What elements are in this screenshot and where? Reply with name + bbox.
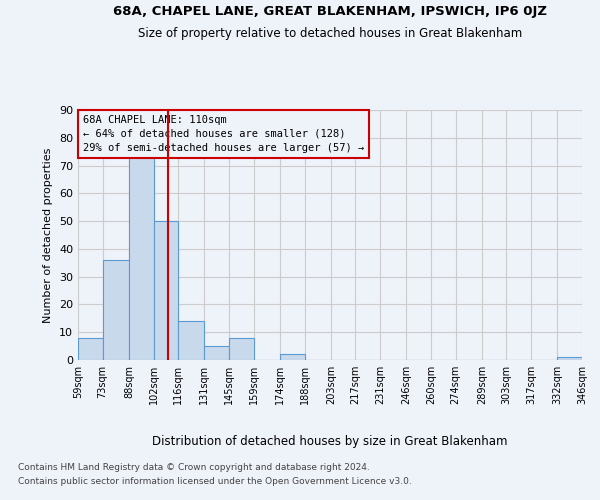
Text: Contains public sector information licensed under the Open Government Licence v3: Contains public sector information licen… — [18, 477, 412, 486]
Bar — [154, 221, 178, 360]
Bar — [280, 354, 305, 360]
Text: 68A, CHAPEL LANE, GREAT BLAKENHAM, IPSWICH, IP6 0JZ: 68A, CHAPEL LANE, GREAT BLAKENHAM, IPSWI… — [113, 5, 547, 18]
Bar — [205, 346, 229, 360]
Text: 68A CHAPEL LANE: 110sqm
← 64% of detached houses are smaller (128)
29% of semi-d: 68A CHAPEL LANE: 110sqm ← 64% of detache… — [83, 115, 364, 153]
Bar — [78, 338, 103, 360]
Bar — [178, 321, 205, 360]
Bar — [229, 338, 254, 360]
Text: Size of property relative to detached houses in Great Blakenham: Size of property relative to detached ho… — [138, 28, 522, 40]
Text: Contains HM Land Registry data © Crown copyright and database right 2024.: Contains HM Land Registry data © Crown c… — [18, 464, 370, 472]
Bar — [557, 357, 582, 360]
Bar — [103, 260, 129, 360]
Y-axis label: Number of detached properties: Number of detached properties — [43, 148, 53, 322]
Text: Distribution of detached houses by size in Great Blakenham: Distribution of detached houses by size … — [152, 435, 508, 448]
Bar — [129, 152, 154, 360]
